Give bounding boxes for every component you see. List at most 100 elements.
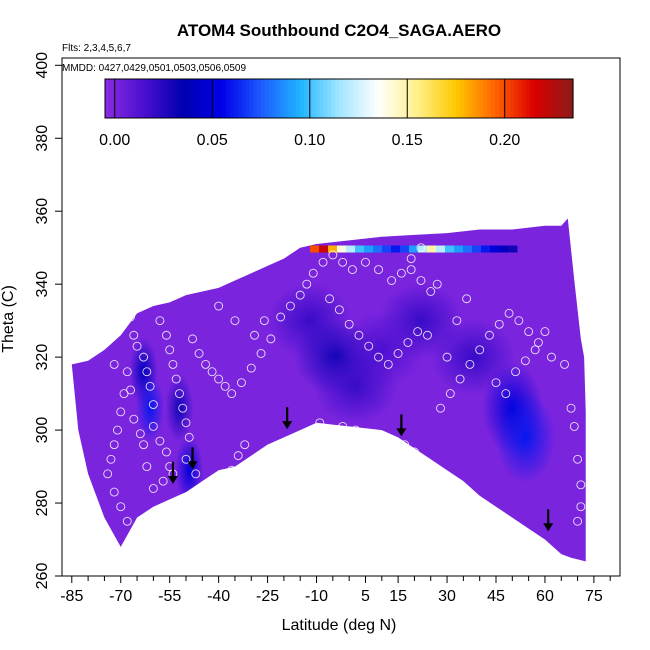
colorbar-cell xyxy=(420,79,426,118)
sample-point xyxy=(485,330,494,340)
colorbar-cell xyxy=(319,79,324,118)
flights-label: Flts: 2,3,4,5,6,7 xyxy=(62,43,131,54)
colorbar-cell xyxy=(179,79,184,118)
sample-point xyxy=(285,301,295,311)
x-tick-label: -10 xyxy=(305,588,328,605)
colorbar-cell xyxy=(241,79,246,118)
x-tick-label: 15 xyxy=(389,588,407,605)
colorbar-cell xyxy=(155,79,161,118)
sample-point xyxy=(171,374,181,384)
sample-point xyxy=(201,359,211,369)
colorbar-cell xyxy=(214,79,219,118)
sample-point xyxy=(576,502,586,512)
arrow-head xyxy=(543,523,554,532)
sample-point xyxy=(184,432,194,442)
colorbar-cell xyxy=(257,79,262,118)
sample-point xyxy=(573,454,583,464)
colorbar-cell xyxy=(389,79,395,118)
colorbar-cell xyxy=(401,79,406,118)
colorbar-cell xyxy=(296,79,301,118)
sample-point xyxy=(416,243,426,253)
colorbar-cell xyxy=(417,79,422,118)
colorbar-cell xyxy=(471,79,477,118)
axes: -85 -70 -55 -40 -25 -10 5 15 30 45 60 75 260 280 300 32… xyxy=(34,52,621,605)
colorbar-cell xyxy=(385,79,391,118)
sample-point xyxy=(109,440,119,450)
sample-point xyxy=(406,265,416,275)
sample-point xyxy=(325,294,335,304)
stripe-cell xyxy=(382,245,392,253)
sample-point xyxy=(148,484,158,493)
sample-point xyxy=(364,429,374,439)
colorbar-cell xyxy=(116,79,122,118)
sample-point xyxy=(113,425,122,435)
colorbar-cell xyxy=(268,79,274,118)
sample-point xyxy=(377,432,387,442)
sample-point xyxy=(142,367,152,377)
sample-point xyxy=(116,502,126,512)
sample-point xyxy=(569,421,579,431)
colorbar-cell xyxy=(491,79,496,118)
sample-point xyxy=(181,418,191,428)
colorbar-cell xyxy=(300,79,305,118)
x-tick-label: 5 xyxy=(361,588,370,605)
colorbar-cell xyxy=(225,79,231,118)
colorbar-cell xyxy=(467,79,473,118)
colorbar-cell xyxy=(245,79,250,118)
arrow-head xyxy=(282,421,293,430)
colorbar-cell xyxy=(409,79,414,118)
colorbar-cell xyxy=(495,79,500,118)
sample-markers xyxy=(103,243,586,552)
sample-point xyxy=(374,352,383,362)
chart-title: ATOM4 Southbound C2O4_SAGA.AERO xyxy=(177,21,501,40)
sample-point xyxy=(145,381,155,391)
colorbar-cell xyxy=(393,79,399,118)
x-tick-label: 60 xyxy=(536,588,554,605)
sample-point xyxy=(520,356,530,366)
sample-point xyxy=(462,294,472,304)
sample-point xyxy=(354,330,364,340)
sample-point xyxy=(328,250,338,260)
sample-point xyxy=(334,305,344,315)
sample-point xyxy=(396,268,406,278)
sample-point xyxy=(181,454,191,464)
arrow-head xyxy=(167,475,178,484)
colorbar-cell xyxy=(366,79,371,118)
sample-point xyxy=(158,476,168,486)
colorbar-cell xyxy=(249,79,254,118)
stripe-cell xyxy=(454,245,464,253)
colorbar-cell xyxy=(506,79,512,118)
plot-frame xyxy=(61,57,621,577)
sample-point xyxy=(207,367,217,377)
field-patch xyxy=(175,436,204,505)
sample-point xyxy=(259,316,269,326)
x-tick-label: 75 xyxy=(585,588,603,605)
stripe-cell xyxy=(409,245,419,253)
colorbar-cell xyxy=(303,79,309,118)
sample-point xyxy=(165,345,175,355)
colorbar-cell xyxy=(331,79,336,118)
sample-point xyxy=(504,308,514,318)
colorbar-cell xyxy=(288,79,293,118)
sample-point xyxy=(175,389,184,399)
sample-point xyxy=(514,316,524,326)
sample-point xyxy=(139,440,149,450)
colorbar-cell xyxy=(459,79,465,118)
stripe-cell xyxy=(364,245,374,253)
stripe-cell xyxy=(418,245,428,253)
sample-point xyxy=(400,440,410,450)
colorbar-cell xyxy=(569,79,574,118)
sample-point xyxy=(576,480,586,490)
sample-point xyxy=(364,341,374,351)
sample-point xyxy=(393,349,403,358)
stripe-cell xyxy=(373,245,383,253)
sample-point xyxy=(436,403,445,413)
sample-point xyxy=(139,352,149,362)
sample-point xyxy=(445,476,455,486)
sample-point xyxy=(374,265,383,275)
colorbar-cell xyxy=(233,79,239,118)
colorbar-cell xyxy=(335,79,340,118)
colorbar-cell xyxy=(557,79,562,118)
sample-point xyxy=(445,389,455,399)
colorbar-cell xyxy=(280,79,285,118)
